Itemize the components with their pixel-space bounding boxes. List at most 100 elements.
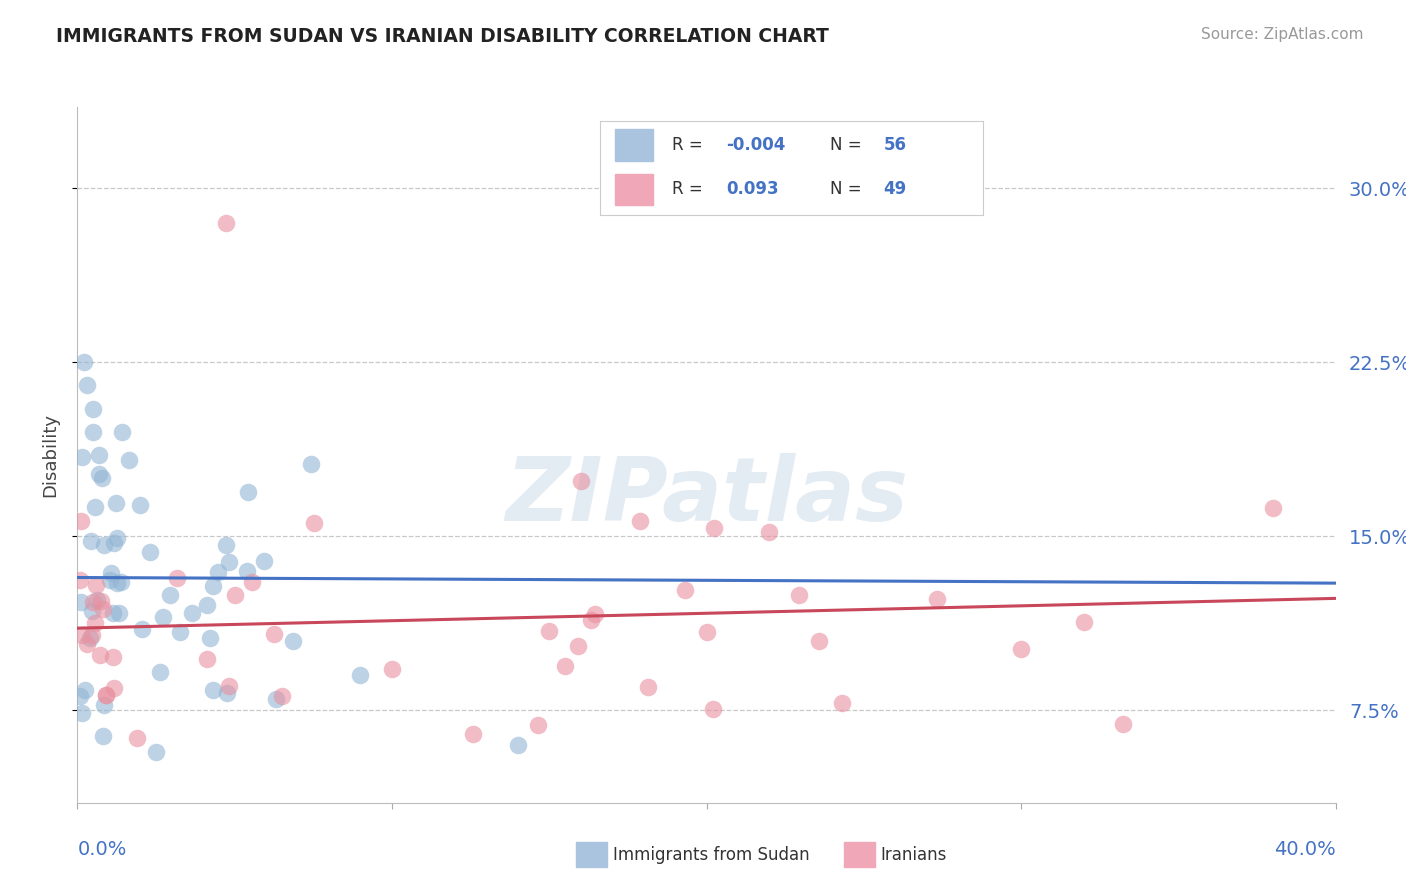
Point xyxy=(637,680,659,694)
Point xyxy=(1112,716,1135,731)
Point xyxy=(93,698,115,712)
Point xyxy=(76,637,98,651)
Point xyxy=(927,592,949,607)
Point xyxy=(82,604,104,618)
Point xyxy=(159,588,181,602)
Point xyxy=(94,688,117,702)
Point xyxy=(198,631,221,645)
Point xyxy=(461,727,484,741)
Point xyxy=(299,457,322,471)
Point xyxy=(527,718,550,732)
Point xyxy=(145,745,167,759)
Point xyxy=(579,613,602,627)
Point xyxy=(202,683,225,698)
Point xyxy=(152,610,174,624)
Point xyxy=(696,624,718,639)
Text: Immigrants from Sudan: Immigrants from Sudan xyxy=(613,846,810,863)
Point xyxy=(703,521,725,535)
Point xyxy=(583,607,606,621)
Point xyxy=(69,689,91,703)
Point xyxy=(263,626,285,640)
Point xyxy=(110,575,132,590)
Point xyxy=(538,624,561,639)
Point xyxy=(253,554,276,568)
Point xyxy=(103,535,125,549)
Point xyxy=(236,564,259,578)
Point xyxy=(787,588,810,602)
Point xyxy=(1010,641,1032,656)
Point xyxy=(94,688,117,702)
Point xyxy=(98,573,121,587)
Point xyxy=(89,448,111,462)
Point xyxy=(215,686,238,700)
Point xyxy=(70,514,93,528)
Point xyxy=(84,500,107,514)
Point xyxy=(215,538,238,552)
Point xyxy=(80,628,103,642)
Point xyxy=(195,598,218,612)
Point xyxy=(111,425,134,439)
Point xyxy=(218,679,240,693)
Point xyxy=(104,496,127,510)
Point xyxy=(1073,615,1095,629)
Point xyxy=(149,665,172,679)
Point xyxy=(569,475,592,489)
Point xyxy=(554,659,576,673)
Point xyxy=(207,565,229,579)
Point xyxy=(215,216,238,230)
Point xyxy=(82,401,104,416)
Point xyxy=(91,471,114,485)
Point xyxy=(131,622,153,636)
Point xyxy=(84,578,107,592)
Point xyxy=(91,602,114,616)
Point xyxy=(87,467,110,481)
Point xyxy=(108,606,131,620)
Y-axis label: Disability: Disability xyxy=(41,413,59,497)
Point xyxy=(166,571,188,585)
Point xyxy=(80,534,103,549)
Point xyxy=(72,355,94,369)
Point xyxy=(264,691,287,706)
Point xyxy=(70,450,93,464)
Text: 40.0%: 40.0% xyxy=(1274,840,1336,859)
Point xyxy=(567,639,589,653)
Point xyxy=(93,538,115,552)
Text: IMMIGRANTS FROM SUDAN VS IRANIAN DISABILITY CORRELATION CHART: IMMIGRANTS FROM SUDAN VS IRANIAN DISABIL… xyxy=(56,27,830,45)
Point xyxy=(103,681,125,695)
Point xyxy=(240,574,263,589)
Point xyxy=(105,575,128,590)
Point xyxy=(283,634,305,648)
Point xyxy=(807,634,830,648)
Text: Source: ZipAtlas.com: Source: ZipAtlas.com xyxy=(1201,27,1364,42)
Point xyxy=(628,514,651,528)
Point xyxy=(831,696,853,710)
Point xyxy=(195,651,218,665)
Point xyxy=(105,531,128,545)
Point xyxy=(702,702,724,716)
Point xyxy=(758,524,780,539)
Point xyxy=(91,729,114,743)
Point xyxy=(82,595,104,609)
Point xyxy=(89,648,111,662)
Point xyxy=(100,566,122,581)
Point xyxy=(101,649,124,664)
Point xyxy=(75,683,97,698)
Point xyxy=(202,579,225,593)
Point xyxy=(69,574,91,588)
Text: Iranians: Iranians xyxy=(880,846,946,863)
Text: ZIPatlas: ZIPatlas xyxy=(505,453,908,541)
Point xyxy=(381,662,404,676)
Point xyxy=(218,555,240,569)
Point xyxy=(125,731,148,745)
Text: 0.0%: 0.0% xyxy=(77,840,127,859)
Point xyxy=(238,484,260,499)
Point xyxy=(70,706,93,720)
Point xyxy=(79,631,101,645)
Point xyxy=(139,545,162,559)
Point xyxy=(86,593,108,607)
Point xyxy=(101,607,124,621)
Point xyxy=(118,453,141,467)
Point xyxy=(129,498,152,512)
Point xyxy=(82,425,104,439)
Point xyxy=(76,378,98,392)
